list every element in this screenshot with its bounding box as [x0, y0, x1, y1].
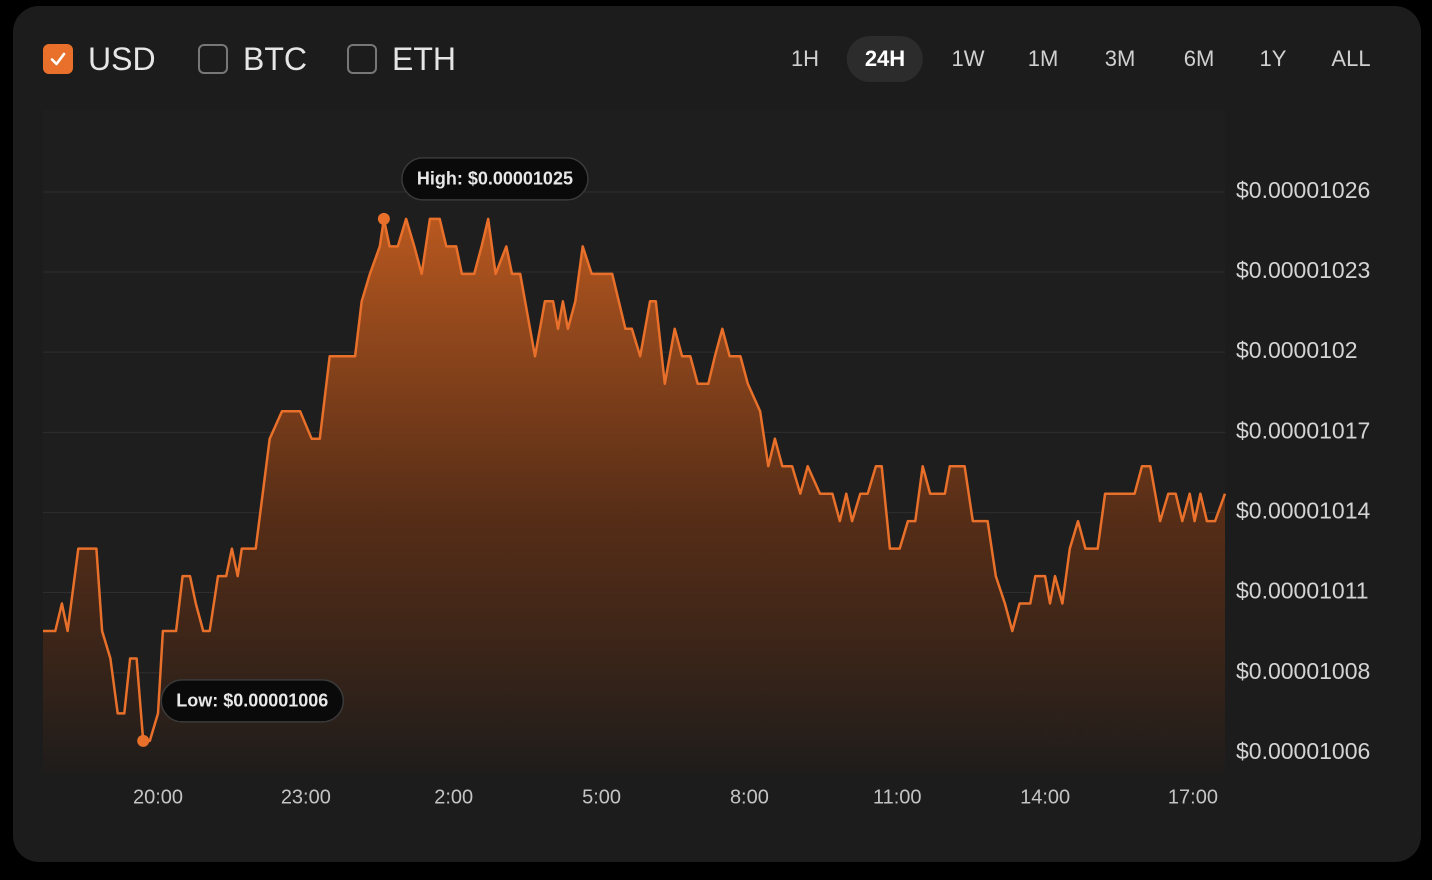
- tooltip-text: High: $0.00001025: [417, 169, 573, 189]
- tooltip: High: $0.00001025: [401, 157, 589, 201]
- price-line: [43, 217, 1227, 743]
- x-tick-label: 14:00: [1020, 786, 1070, 808]
- tooltip-text: Low: $0.00001006: [176, 691, 328, 711]
- x-tick-label: 23:00: [281, 786, 331, 808]
- y-tick-label: $0.00001006: [1236, 738, 1370, 764]
- checkbox[interactable]: [198, 44, 228, 74]
- tooltip: Low: $0.00001006: [160, 679, 345, 723]
- range-button[interactable]: 6M: [1183, 46, 1215, 71]
- currency-toggle[interactable]: USD: [43, 37, 156, 81]
- y-tick-label: $0.00001023: [1236, 257, 1370, 283]
- currency-label: USD: [88, 40, 156, 77]
- tooltip-box: [401, 157, 589, 201]
- y-tick-label: $0.00001011: [1236, 578, 1369, 604]
- range-button[interactable]: 24H: [846, 36, 924, 82]
- checkbox[interactable]: [43, 44, 73, 74]
- extreme-marker: [377, 212, 390, 225]
- currency-label: ETH: [392, 40, 456, 77]
- x-tick-label: 17:00: [1168, 786, 1218, 808]
- area-fill: [43, 218, 1225, 775]
- x-tick-label: 20:00: [133, 786, 183, 808]
- range-button[interactable]: 1W: [951, 46, 985, 71]
- range-button[interactable]: 1H: [790, 46, 820, 71]
- x-tick-label: 2:00: [434, 786, 473, 808]
- range-button[interactable]: 3M: [1104, 46, 1136, 71]
- range-button[interactable]: 1M: [1027, 46, 1059, 71]
- range-button[interactable]: 1Y: [1259, 46, 1287, 71]
- y-tick-label: $0.00001008: [1236, 658, 1370, 684]
- tooltip-box: [160, 679, 345, 723]
- extreme-marker: [137, 734, 150, 747]
- range-button[interactable]: ALL: [1331, 46, 1371, 71]
- check: [50, 52, 66, 66]
- y-tick-label: $0.0000102: [1236, 337, 1358, 363]
- x-tick-label: 11:00: [873, 786, 922, 808]
- checkbox[interactable]: [347, 44, 377, 74]
- x-tick-label: 5:00: [582, 786, 621, 808]
- y-tick-label: $0.00001026: [1236, 177, 1370, 203]
- currency-label: BTC: [243, 40, 307, 77]
- x-tick-label: 8:00: [730, 786, 769, 808]
- y-tick-label: $0.00001014: [1236, 498, 1371, 524]
- y-tick-label: $0.00001017: [1236, 417, 1370, 443]
- currency-toggle[interactable]: BTC: [198, 37, 307, 81]
- currency-toggle[interactable]: ETH: [347, 37, 456, 81]
